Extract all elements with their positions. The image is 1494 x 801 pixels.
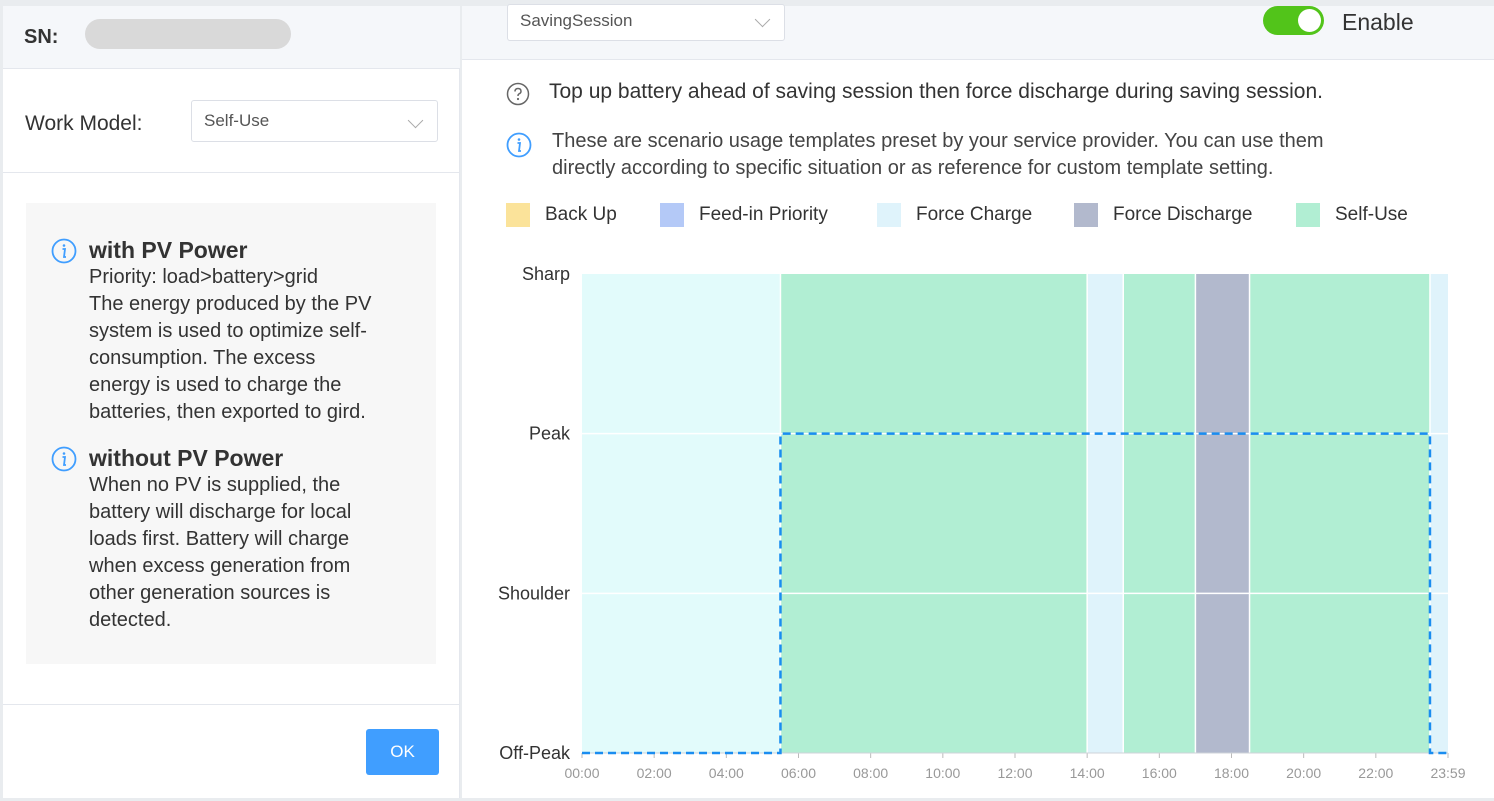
with-pv-text-5: energy is used to charge the — [89, 374, 342, 396]
work-model-label: Work Model: — [25, 112, 143, 135]
with-pv-text-4: consumption. The excess — [89, 347, 316, 369]
legend-label: Force Discharge — [1113, 204, 1253, 225]
with-pv-text-1: Priority: load>battery>grid — [89, 266, 319, 288]
without-pv-text-6: detected. — [89, 609, 172, 631]
work-model-description: with PV Power Priority: load>battery>gri… — [26, 203, 436, 664]
info-icon — [51, 238, 77, 264]
y-axis-label-sharp: Sharp — [522, 264, 570, 284]
without-pv-text-5: other generation sources is — [89, 582, 331, 604]
template-info-line-1: These are scenario usage templates prese… — [552, 130, 1324, 152]
x-axis-label: 04:00 — [709, 765, 744, 781]
schedule-segment-3 — [1123, 274, 1196, 753]
x-axis-label: 10:00 — [925, 765, 960, 781]
toggle-knob — [1298, 9, 1321, 32]
template-header: SavingSession Enable — [462, 4, 1494, 60]
ok-button[interactable]: OK — [366, 729, 439, 775]
schedule-segment-5 — [1249, 274, 1430, 753]
with-pv-title: with PV Power — [89, 237, 248, 263]
x-axis-label: 16:00 — [1142, 765, 1177, 781]
template-value: SavingSession — [520, 11, 633, 30]
template-panel: SavingSession Enable Top up battery ahea… — [462, 4, 1494, 798]
template-select[interactable]: SavingSession — [507, 4, 785, 41]
schedule-segment-1 — [780, 274, 1088, 753]
schedule-chart[interactable]: Off-Peak Shoulder Peak Sharp 00:00 02:00 04:00… — [462, 241, 1494, 791]
schedule-segment-0 — [582, 274, 781, 753]
with-pv-text-3: system is used to optimize self- — [89, 320, 367, 342]
chevron-down-icon — [754, 11, 771, 28]
template-info-line-2: directly according to specific situation… — [552, 157, 1274, 179]
work-model-panel: SN: Work Model: Self-Use with PV Power P… — [3, 6, 460, 798]
x-axis-label: 00:00 — [564, 765, 599, 781]
enable-toggle[interactable] — [1263, 6, 1324, 35]
without-pv-text-2: battery will discharge for local — [89, 501, 352, 523]
tariff-step-line — [582, 432, 1448, 755]
with-pv-text-2: The energy produced by the PV — [89, 293, 372, 315]
x-axis-label: 08:00 — [853, 765, 888, 781]
x-axis-label: 22:00 — [1358, 765, 1393, 781]
info-icon — [51, 446, 77, 472]
legend-label: Feed-in Priority — [699, 204, 828, 225]
y-axis-label-peak: Peak — [529, 424, 571, 444]
x-axis-label: 18:00 — [1214, 765, 1249, 781]
legend-swatch — [506, 203, 530, 227]
legend-label: Self-Use — [1335, 204, 1408, 225]
without-pv-text-4: when excess generation from — [89, 555, 351, 577]
without-pv-section: without PV Power When no PV is supplied,… — [51, 444, 421, 634]
sn-label: SN: — [24, 26, 59, 48]
question-circle-icon[interactable] — [506, 82, 530, 106]
legend-swatch — [1074, 203, 1098, 227]
schedule-segment-2 — [1087, 274, 1124, 753]
x-axis-label: 06:00 — [781, 765, 816, 781]
x-axis-label: 14:00 — [1070, 765, 1105, 781]
legend-label: Force Charge — [916, 204, 1033, 225]
x-axis-label: 12:00 — [997, 765, 1032, 781]
with-pv-section: with PV Power Priority: load>battery>gri… — [51, 236, 421, 426]
template-info-text: These are scenario usage templates prese… — [552, 128, 1482, 182]
legend-swatch — [1296, 203, 1320, 227]
sn-value-redacted — [85, 19, 291, 49]
y-axis-label-off-peak: Off-Peak — [499, 743, 571, 763]
sn-header: SN: — [3, 6, 460, 69]
chevron-down-icon — [407, 112, 424, 129]
work-model-value: Self-Use — [204, 111, 270, 130]
without-pv-title: without PV Power — [89, 445, 284, 471]
work-model-select[interactable]: Self-Use — [191, 100, 438, 142]
info-icon — [506, 132, 532, 158]
legend-swatch — [660, 203, 684, 227]
legend-label: Back Up — [545, 204, 617, 225]
footer: OK — [3, 704, 460, 798]
without-pv-text-1: When no PV is supplied, the — [89, 474, 341, 496]
enable-label: Enable — [1342, 9, 1414, 35]
with-pv-text-6: batteries, then exported to gird. — [89, 401, 366, 423]
y-axis-label-shoulder: Shoulder — [498, 583, 570, 603]
legend-swatch — [877, 203, 901, 227]
x-axis-label: 20:00 — [1286, 765, 1321, 781]
schedule-segment-4 — [1195, 274, 1250, 753]
work-model-row: Work Model: Self-Use — [3, 70, 460, 173]
chart-legend: Back Up Feed-in Priority Force Charge Fo… — [506, 202, 1486, 232]
template-help-text: Top up battery ahead of saving session t… — [549, 80, 1323, 103]
x-axis-label: 02:00 — [637, 765, 672, 781]
without-pv-text-3: loads first. Battery will charge — [89, 528, 350, 550]
x-axis-label: 23:59 — [1430, 765, 1465, 781]
schedule-segment-6 — [1429, 274, 1448, 753]
